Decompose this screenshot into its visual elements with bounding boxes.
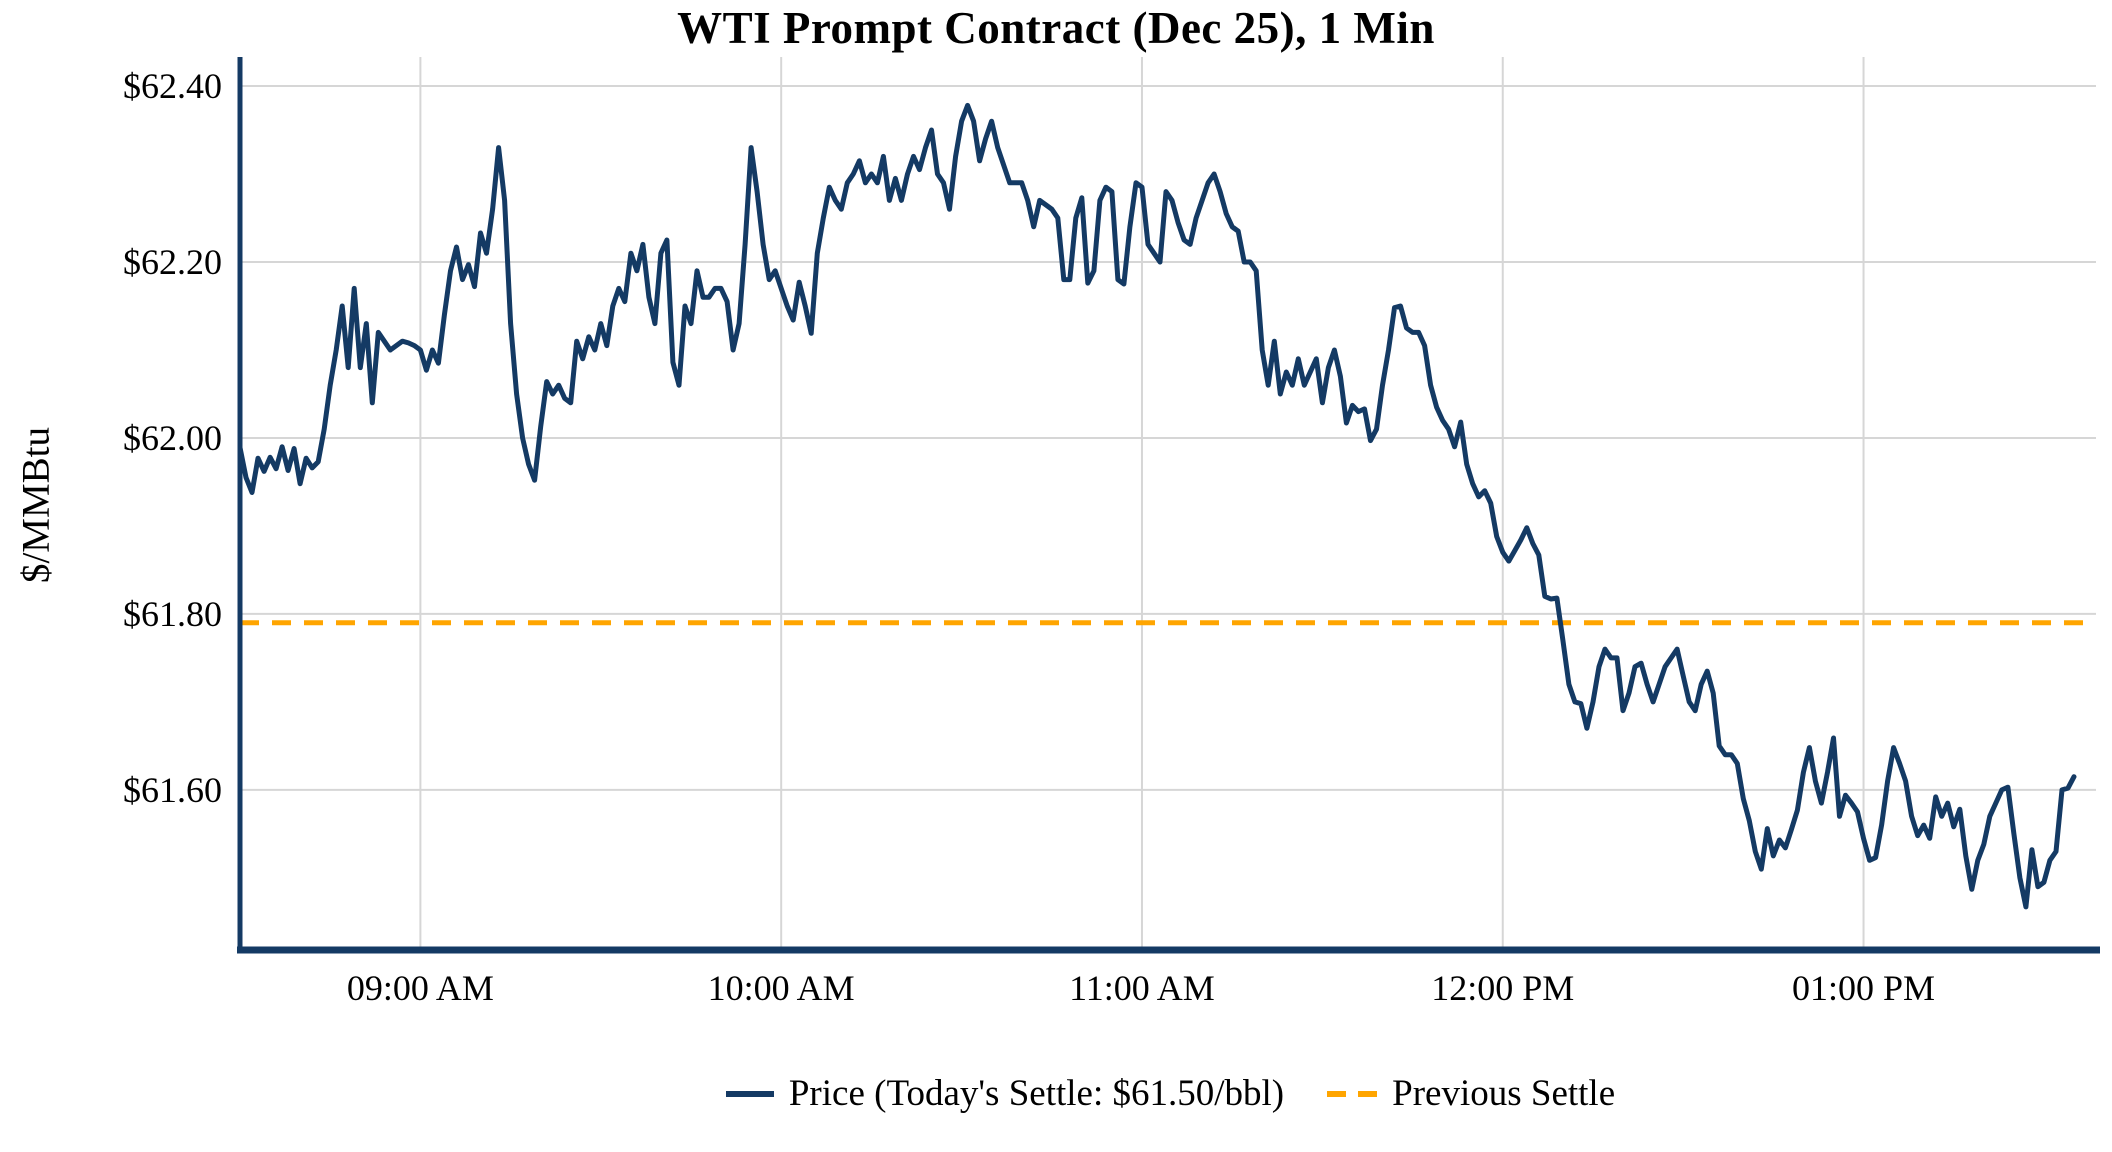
- x-tick-label: 01:00 PM: [1792, 968, 1936, 1008]
- y-tick-label: $62.40: [123, 66, 222, 107]
- y-tick-label: $62.00: [123, 417, 222, 458]
- y-tick-label: $61.60: [123, 769, 222, 810]
- legend-previous-settle-label: Previous Settle: [1392, 1073, 1616, 1114]
- x-tick-label: 12:00 PM: [1431, 968, 1575, 1008]
- x-tick-label: 09:00 AM: [346, 968, 494, 1008]
- x-tick-label: 10:00 AM: [707, 968, 855, 1008]
- legend: Price (Today's Settle: $61.50/bbl) Previ…: [240, 1072, 2100, 1115]
- x-tick-label: 11:00 AM: [1069, 968, 1215, 1008]
- y-tick-label: $62.20: [123, 241, 222, 282]
- price-line-swatch: [725, 1090, 774, 1097]
- price-line: [237, 102, 2077, 910]
- chart-title: WTI Prompt Contract (Dec 25), 1 Min: [677, 3, 1435, 53]
- previous-settle-swatch: [1327, 1090, 1378, 1097]
- y-tick-label: $61.80: [123, 593, 222, 634]
- legend-price-label: Price (Today's Settle: $61.50/bbl): [788, 1073, 1285, 1114]
